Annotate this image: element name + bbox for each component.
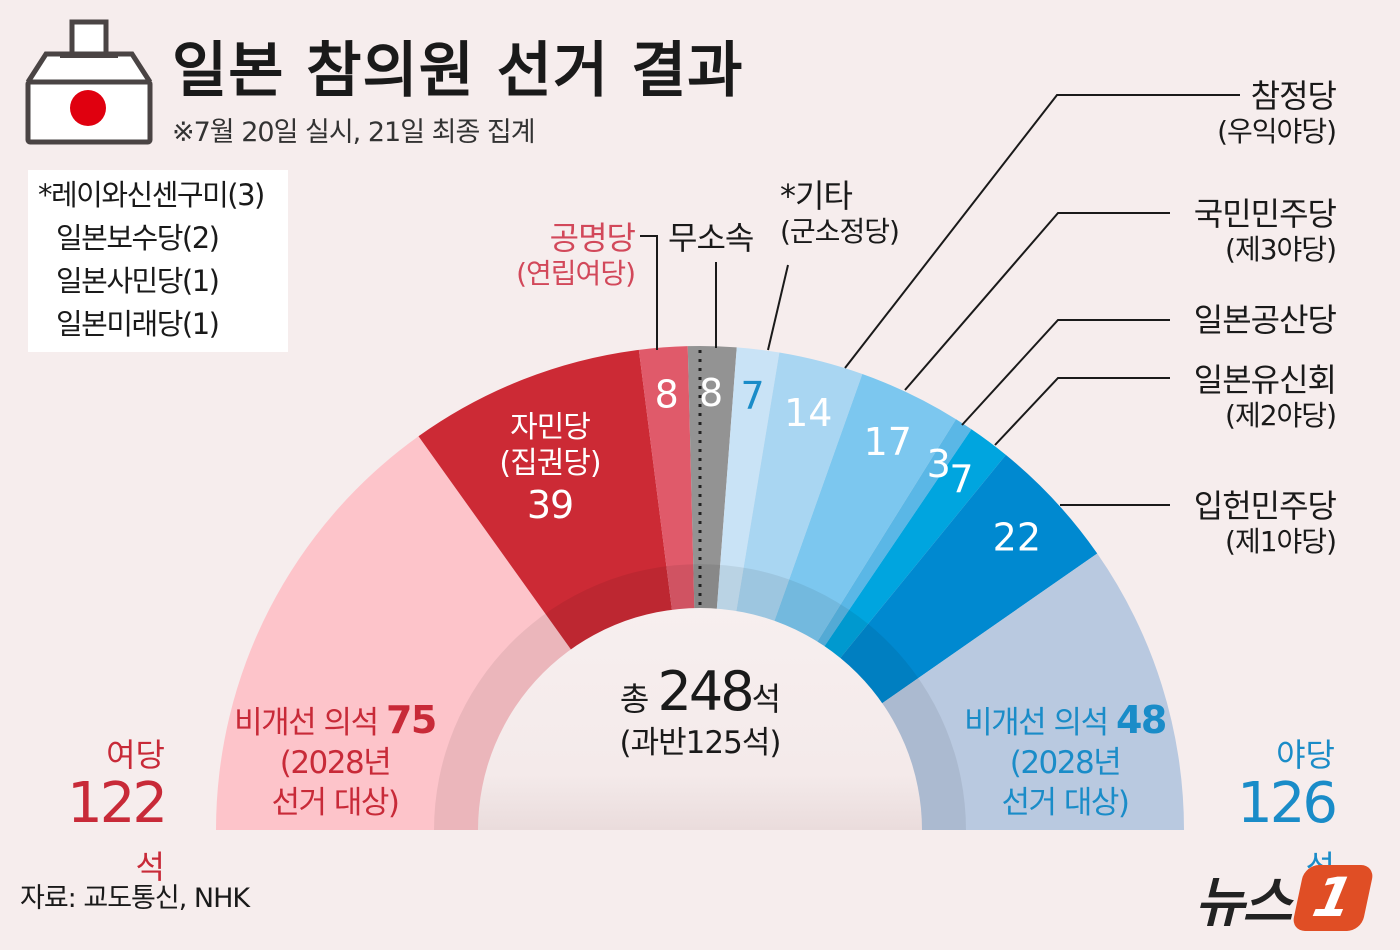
value-label-sanseito: 14 (784, 391, 832, 435)
total-value: 248 (657, 660, 755, 723)
party-name: *기타 (780, 177, 853, 215)
unelected-value: 48 (1115, 698, 1167, 742)
party-name: 일본유신회 (1193, 361, 1337, 399)
party-name: 일본공산당 (1193, 301, 1337, 339)
total-seats: 총 248석 (과반125석) (560, 660, 840, 762)
unelected-text: 비개선 의석 (234, 705, 379, 741)
party-name: 국민민주당 (1193, 195, 1337, 233)
label-cdp: 입헌민주당 (제1야당) (1193, 487, 1337, 560)
party-sub: (제1야당) (1225, 525, 1337, 558)
wedge-cdp (839, 454, 1098, 705)
leader-line-other (767, 264, 789, 351)
unelected-value: 75 (385, 698, 437, 742)
ruling-bloc-total: 여당 122 석 (40, 730, 168, 895)
others-item: *레이와신센구미(3) (38, 178, 265, 212)
leader-line-dpfp (904, 212, 1170, 391)
others-breakdown-box: *레이와신센구미(3) 일본보수당(2) 일본사민당(1) 일본미래당(1) (28, 170, 288, 352)
wedge-ishin (823, 429, 1006, 660)
logo-text: 뉴스 (1195, 871, 1292, 934)
logo-mark: 1 (1291, 864, 1376, 931)
unelected-left-label: 비개선 의석 75 (2028년 선거 대상) (225, 700, 445, 823)
wedge-other (716, 347, 780, 613)
unelected-note: 선거 대상) (271, 785, 400, 821)
unelected-note: 선거 대상) (1001, 785, 1130, 821)
value-label-cdp: 22 (993, 515, 1041, 559)
others-item: 일본보수당(2) (56, 221, 220, 255)
others-item: 일본사민당(1) (56, 264, 220, 298)
label-other: *기타 (군소정당) (780, 177, 900, 250)
seat-value: 39 (526, 483, 574, 527)
label-jcp: 일본공산당 (1193, 301, 1337, 339)
party-name: 참정당 (1250, 77, 1337, 115)
party-sub: (제2야당) (1225, 399, 1337, 432)
wedge-ldp (418, 349, 673, 652)
party-sub: (군소정당) (780, 215, 900, 248)
subtitle: ※7월 20일 실시, 21일 최종 집계 (172, 117, 536, 148)
wedge-sanseito (736, 352, 863, 623)
chart-center (478, 608, 922, 830)
value-label-komeito: 8 (655, 372, 679, 416)
wedge-jcp (816, 419, 972, 648)
party-sub: (집권당) (499, 446, 601, 481)
party-sub: (우익야당) (1217, 115, 1337, 148)
label-dpfp: 국민민주당 (제3야당) (1193, 195, 1337, 268)
majority-label: (과반125석) (619, 725, 782, 761)
value-label-dpfp: 17 (864, 420, 912, 464)
leader-line-ishin (994, 377, 1170, 446)
unelected-note: (2028년 (279, 745, 392, 781)
wedge-komeito (638, 346, 695, 612)
label-independent: 무소속 (668, 219, 754, 257)
unelected-right-label: 비개선 의석 48 (2028년 선거 대상) (955, 700, 1175, 823)
ballot-box-japan-flag-icon (25, 19, 153, 145)
source-note: 자료: 교도통신, NHK (20, 883, 250, 914)
bloc-seats: 122 (67, 771, 168, 836)
bloc-unit: 석 (135, 848, 165, 886)
party-name: 입헌민주당 (1193, 487, 1337, 525)
bloc-seats: 126 (1237, 771, 1338, 836)
party-name: 무소속 (668, 219, 754, 257)
bloc-name: 야당 (1276, 736, 1335, 774)
party-sub: (연립여당) (516, 257, 636, 290)
label-komeito: 공명당 (연립여당) (470, 219, 636, 292)
page-title: 일본 참의원 선거 결과 (172, 36, 744, 106)
label-sanseito: 참정당 (우익야당) (1217, 77, 1337, 150)
bloc-name: 여당 (106, 736, 165, 774)
label-ldp: 자민당 (집권당) 39 (480, 410, 620, 528)
wedge-opposition_unelected (880, 553, 1184, 830)
wedge-dpfp (773, 374, 957, 644)
party-name: 공명당 (549, 219, 636, 257)
inner-shadow-band (434, 564, 966, 830)
leader-line-sanseito (844, 94, 1240, 369)
news1-logo: 뉴스 1 (1195, 858, 1376, 937)
label-ishin: 일본유신회 (제2야당) (1193, 361, 1337, 434)
value-label-jcp: 3 (927, 442, 951, 486)
party-sub: (제3야당) (1225, 233, 1337, 266)
party-name: 자민당 (510, 410, 591, 445)
leader-line-jcp (961, 319, 1170, 426)
leader-line-komeito (640, 235, 658, 350)
value-label-other: 7 (740, 374, 764, 418)
value-label-independent: 8 (699, 371, 723, 415)
unelected-note: (2028년 (1009, 745, 1122, 781)
others-item: 일본미래당(1) (56, 307, 220, 341)
total-label: 총 (619, 680, 649, 718)
total-unit: 석 (751, 680, 781, 718)
value-label-ishin: 7 (949, 458, 973, 502)
wedge-independent (687, 346, 737, 611)
wedge-ruling_unelected (216, 436, 573, 830)
unelected-text: 비개선 의석 (964, 705, 1109, 741)
leader-lines (640, 94, 1240, 506)
